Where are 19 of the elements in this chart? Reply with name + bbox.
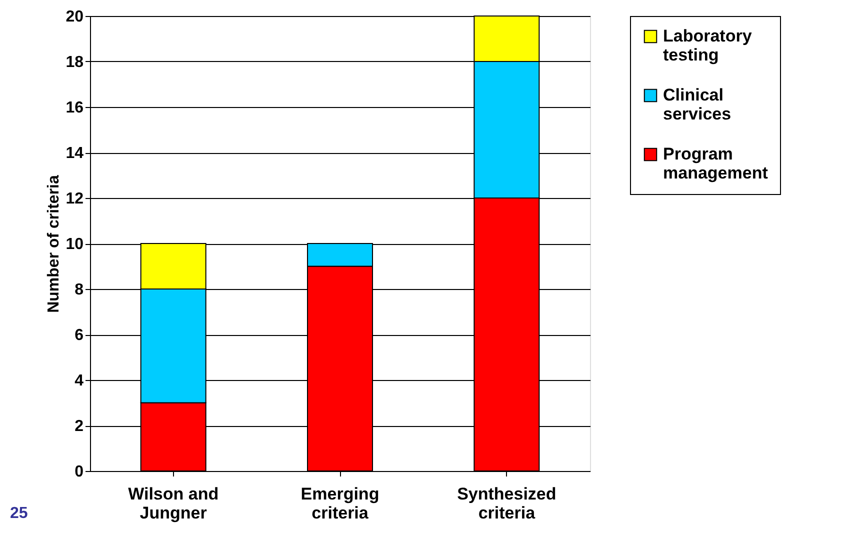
y-axis-title: Number of criteria: [46, 174, 63, 313]
y-tick-label: 14: [66, 145, 84, 162]
y-tick-label: 8: [74, 282, 84, 298]
y-tick-label: 2: [74, 418, 84, 435]
y-tick-label: 12: [66, 190, 84, 208]
y-tick-label: 20: [66, 8, 84, 26]
legend-label: Laboratory testing: [663, 26, 752, 64]
text: 25: [10, 505, 28, 522]
legend-label: Clinical services: [663, 86, 732, 124]
y-tick-label: 18: [66, 54, 84, 71]
y-tick-label: 4: [74, 372, 84, 390]
y-tick-label: 6: [74, 327, 84, 344]
x-tick-label: Emerging criteria: [300, 484, 380, 522]
x-tick-label: Wilson and Jungner: [128, 484, 219, 522]
x-tick-label: Synthesized criteria: [457, 484, 556, 522]
y-tick-label: 0: [74, 464, 84, 480]
y-tick-label: 10: [66, 236, 84, 253]
y-tick-label: 16: [66, 100, 84, 116]
legend-label: Program management: [663, 144, 768, 182]
